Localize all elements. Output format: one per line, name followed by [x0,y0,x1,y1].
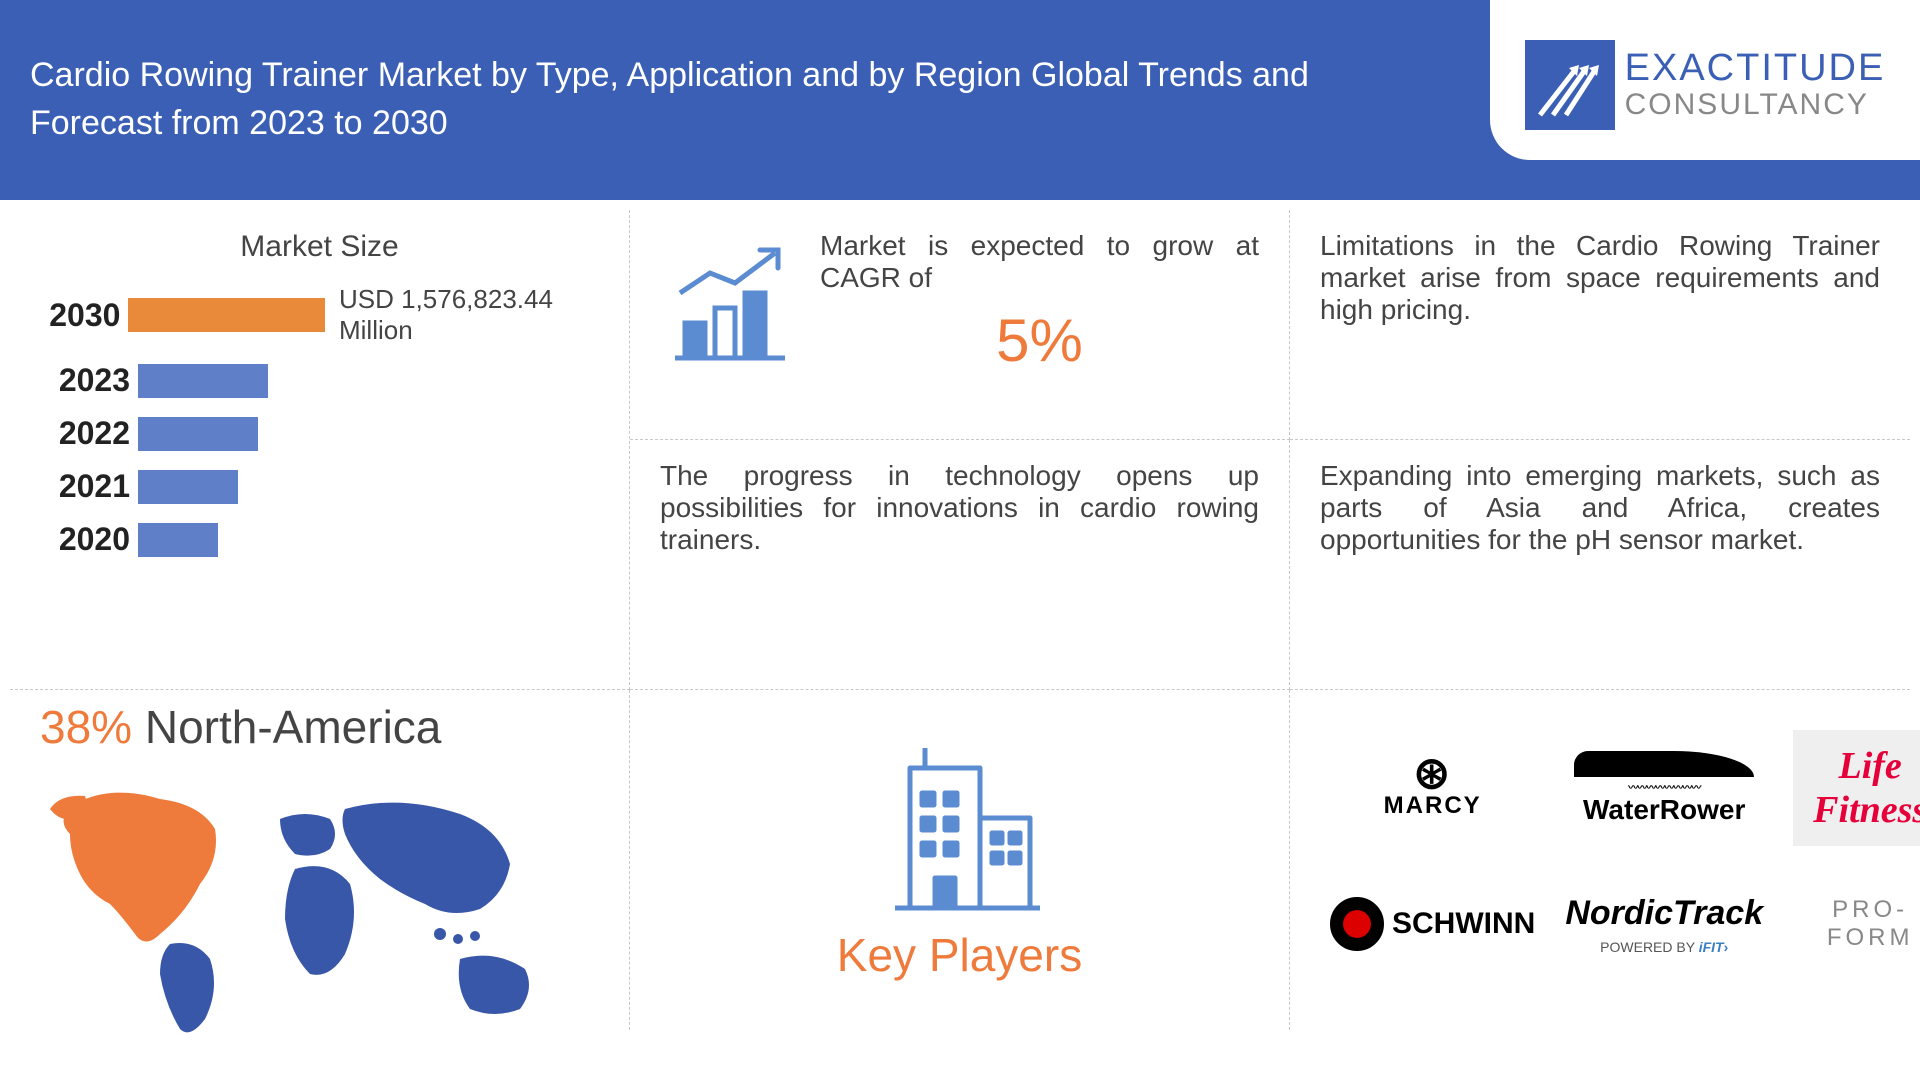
header-banner: Cardio Rowing Trainer Market by Type, Ap… [0,0,1920,200]
technology-text: The progress in technology opens up poss… [660,460,1259,556]
nordic-ifit: iFIT [1699,939,1724,955]
market-size-panel: Market Size 2030 USD 1,576,823.44 Million… [10,210,630,690]
limitations-text: Limitations in the Cardio Rowing Trainer… [1320,230,1880,326]
bar [138,364,268,398]
market-size-chart: 2030 USD 1,576,823.44 Million 2023 2022 2021… [40,284,599,558]
cagr-percent: 5% [820,306,1259,375]
brand-lifefitness: Life Fitness [1793,730,1920,846]
key-players-panel: Key Players [630,690,1290,1030]
bar-row: 2020 [40,521,599,558]
emerging-text: Expanding into emerging markets, such as… [1320,460,1880,556]
logo-text: EXACTITUDE CONSULTANCY [1625,49,1886,120]
bar-callout: USD 1,576,823.44 Million [339,284,599,346]
region-percent: 38% [40,701,132,753]
growth-chart-icon [660,238,790,368]
bar-label: 2030 [40,297,120,334]
brand-waterrower-label: WaterRower [1583,794,1745,825]
brand-marcy-label: MARCY [1384,792,1482,819]
bar-row: 2021 [40,468,599,505]
limitations-panel: Limitations in the Cardio Rowing Trainer… [1290,210,1910,440]
brand-schwinn: SCHWINN [1330,897,1535,951]
brand-proform: PRO-FORM [1793,896,1920,952]
world-map-icon [40,774,599,1049]
region-title: 38% North-America [40,700,599,754]
cagr-panel: Market is expected to grow at CAGR of 5% [630,210,1290,440]
bar-row: 2022 [40,415,599,452]
brand-nordictrack: NordicTrack POWERED BY iFIT› [1565,894,1763,955]
page-title: Cardio Rowing Trainer Market by Type, Ap… [30,52,1430,147]
logo-line1: EXACTITUDE [1625,49,1886,89]
brand-waterrower: 〰〰〰〰〰〰〰〰 WaterRower [1574,751,1754,826]
market-size-title: Market Size [40,230,599,264]
brand-lifefitness-label: Life Fitness [1813,745,1920,831]
building-icon [870,738,1050,918]
emerging-panel: Expanding into emerging markets, such as… [1290,440,1910,690]
bar [138,417,258,451]
bar-label: 2020 [40,521,130,558]
logo-box: EXACTITUDE CONSULTANCY [1490,0,1920,160]
brand-logos-panel: ⊛ MARCY 〰〰〰〰〰〰〰〰 WaterRower Life Fitness… [1290,690,1910,1030]
bar-label: 2021 [40,468,130,505]
logo-line2: CONSULTANCY [1625,89,1886,121]
brand-proform-label: PRO-FORM [1827,896,1914,951]
region-name: North-America [145,701,442,753]
nordic-powered-by: POWERED BY [1600,939,1695,955]
bar [138,523,218,557]
key-players-label: Key Players [837,928,1082,982]
technology-panel: The progress in technology opens up poss… [630,440,1290,690]
brand-nordictrack-label: NordicTrack [1565,894,1763,933]
bar-label: 2023 [40,362,130,399]
bar-label: 2022 [40,415,130,452]
bar [128,298,325,332]
region-panel: 38% North-America [10,690,630,1030]
bar-row: 2030 USD 1,576,823.44 Million [40,284,599,346]
bar-row: 2023 [40,362,599,399]
main-grid: Market Size 2030 USD 1,576,823.44 Million… [10,210,1910,1030]
logo-arrows-icon [1525,40,1615,130]
bar [138,470,238,504]
brand-schwinn-label: SCHWINN [1392,907,1535,941]
brand-marcy: ⊛ MARCY [1384,756,1482,819]
cagr-text: Market is expected to grow at CAGR of [820,230,1259,294]
